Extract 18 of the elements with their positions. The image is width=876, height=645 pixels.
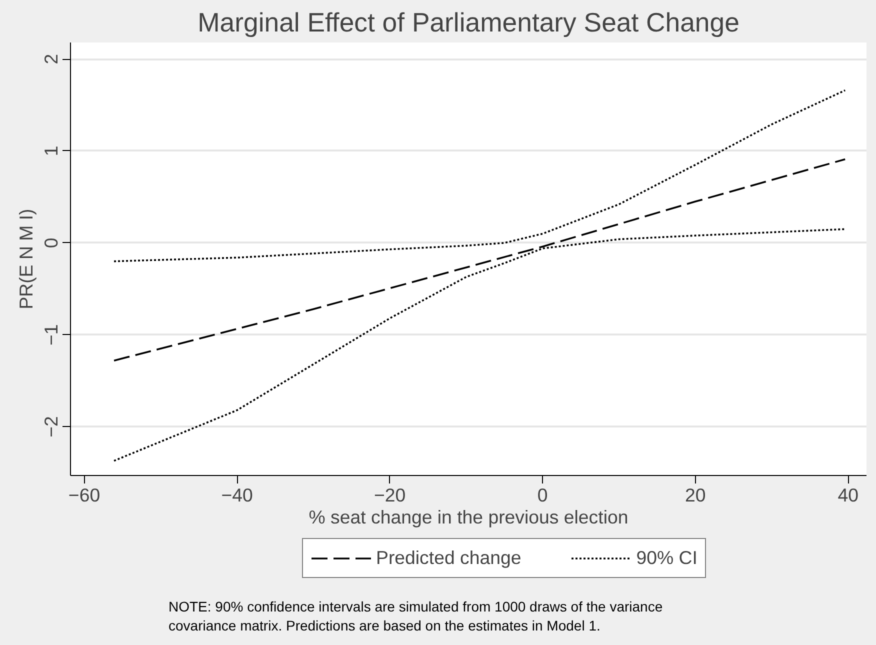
text: NOTE: 90% confidence intervals are simulated from 1000 draws of the variance covariance matrix. Predictions are based on the estimates in Model 1. [168,598,663,634]
x-tick-label: −40 [221,484,253,506]
x-tick-label: 0 [537,484,548,506]
x-tick-label: 20 [685,484,706,506]
x-tick-label: −20 [374,484,406,506]
y-tick-label: 1 [40,146,62,156]
legend-label: Predicted change [376,547,522,569]
y-tick-label: −2 [40,416,62,438]
y-tick-label: 2 [40,54,62,64]
legend-label: 90% CI [636,547,698,569]
line-series [113,89,846,262]
chart-title: Marginal Effect of Parliamentary Seat Change [198,8,740,38]
y-axis-title: PR(E N M I) [16,208,36,310]
y-tick-label: −1 [40,324,62,346]
y-tick-label: 0 [40,238,62,248]
x-axis-title: % seat change in the previous election [308,506,628,528]
x-tick-label: 40 [838,484,859,506]
x-tick-label: −60 [68,484,100,506]
